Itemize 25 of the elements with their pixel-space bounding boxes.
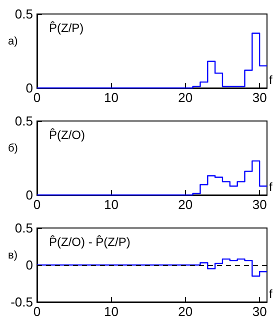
x-tick-label: 10 (104, 197, 118, 212)
x-tick-label: 20 (178, 304, 193, 319)
y-tick-label: 0 (26, 188, 33, 202)
x-axis-title: f (269, 180, 273, 194)
y-axis-title: в) (8, 250, 18, 262)
x-tick-label: 30 (252, 197, 267, 212)
text: P̂(Z/O) (49, 128, 85, 142)
x-tick-label: 20 (178, 197, 193, 212)
x-tick-label: 30 (252, 90, 267, 105)
y-tick-label: 0 (26, 80, 33, 96)
y-axis-title: б) (8, 142, 18, 154)
x-tick-label: 10 (104, 304, 118, 319)
y-tick-label: 0.5 (14, 114, 33, 128)
text: P̂(Z/P) (49, 21, 84, 35)
x-axis-title: f (269, 287, 273, 301)
y-tick-label: 0.5 (14, 6, 33, 22)
x-tick-label: 10 (104, 90, 118, 105)
x-tick-label: 20 (178, 90, 193, 105)
x-tick-label: 30 (252, 304, 267, 319)
y-tick-label: 0 (26, 258, 33, 272)
y-tick-label: 0.5 (14, 220, 33, 236)
x-axis-title: f (269, 73, 273, 87)
y-axis-title: а) (8, 36, 18, 48)
y-tick-label: -0.5 (10, 294, 33, 310)
text: P̂(Z/O) - P̂(Z/P) (49, 235, 130, 249)
